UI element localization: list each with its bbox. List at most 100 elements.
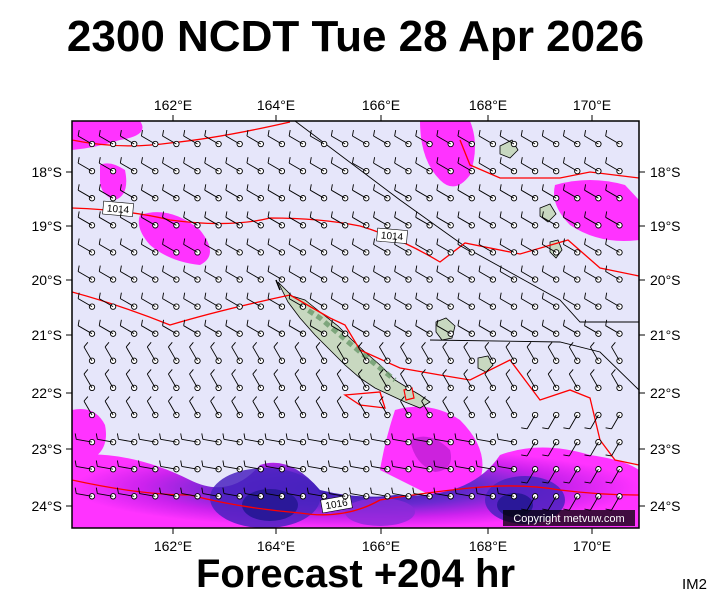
wind-barb-flag bbox=[330, 157, 333, 164]
wind-barb-shaft bbox=[434, 465, 451, 470]
wind-barb-flag bbox=[336, 342, 342, 348]
wind-barb-flag bbox=[141, 184, 143, 191]
wind-barb-flag bbox=[394, 319, 397, 326]
wind-barb-shaft bbox=[204, 271, 219, 280]
lon-label: 170°E bbox=[573, 538, 611, 554]
wind-barb-shaft bbox=[457, 298, 473, 307]
wind-barb-shaft bbox=[373, 216, 388, 226]
wind-barb-flag bbox=[394, 184, 397, 191]
wind-barb-flag bbox=[415, 211, 418, 218]
wind-barb-shaft bbox=[189, 346, 198, 362]
wind-barb-shaft bbox=[373, 325, 388, 335]
wind-barb-shaft bbox=[568, 373, 578, 389]
wind-barb-shaft bbox=[267, 298, 283, 307]
wind-barb-flag bbox=[95, 433, 98, 440]
wind-barb-flag bbox=[457, 211, 460, 218]
wind-barb-flag bbox=[119, 319, 122, 326]
wind-barb-shaft bbox=[563, 135, 578, 145]
wind-barb-shaft bbox=[77, 162, 93, 172]
wind-barb-shaft bbox=[225, 189, 240, 199]
wind-barb-shaft bbox=[568, 496, 578, 511]
lat-label: 23°S bbox=[650, 441, 681, 457]
wind-barb-flag bbox=[309, 265, 312, 272]
wind-barb-shaft bbox=[288, 216, 304, 226]
wind-barb-shaft bbox=[521, 271, 536, 280]
wind-barb-shaft bbox=[252, 373, 262, 389]
wind-barb-flag bbox=[605, 211, 608, 218]
wind-barb-shaft bbox=[97, 493, 114, 497]
wind-barb-shaft bbox=[329, 493, 346, 497]
wind-barb-flag bbox=[141, 130, 143, 137]
wind-barb-flag bbox=[484, 342, 490, 348]
wind-barb-flag bbox=[309, 130, 312, 137]
wind-barb-shaft bbox=[97, 438, 114, 443]
wind-barb-shaft bbox=[478, 216, 494, 226]
wind-barb-shaft bbox=[605, 298, 620, 307]
wind-barb-shaft bbox=[394, 135, 409, 145]
wind-barb-flag bbox=[285, 433, 288, 440]
wind-barb-flag bbox=[499, 319, 502, 326]
wind-barb-flag bbox=[204, 184, 207, 191]
lon-label: 164°E bbox=[257, 97, 295, 113]
wind-barb-flag bbox=[204, 238, 207, 245]
wind-barb-shaft bbox=[605, 189, 620, 199]
wind-barb-shaft bbox=[139, 493, 156, 497]
wind-barb-shaft bbox=[141, 298, 156, 307]
wind-barb-station bbox=[109, 167, 117, 175]
wind-barb-shaft bbox=[526, 346, 536, 362]
wind-barb-shaft bbox=[246, 244, 262, 253]
wind-barb-shaft bbox=[584, 325, 599, 335]
wind-barb-flag bbox=[379, 342, 384, 348]
wind-barb-flag bbox=[478, 130, 481, 137]
wind-barb-flag bbox=[119, 265, 122, 272]
wind-barb-flag bbox=[225, 130, 228, 137]
wind-barb-shaft bbox=[288, 271, 304, 280]
map-title: 2300 NCDT Tue 28 Apr 2026 bbox=[66, 12, 645, 61]
wind-barb-flag bbox=[141, 319, 143, 326]
wind-barb-flag bbox=[457, 292, 460, 299]
wind-barb-flag bbox=[330, 211, 333, 218]
wind-barb-flag bbox=[436, 157, 439, 164]
wind-barb-flag bbox=[463, 342, 469, 348]
wind-barb-shaft bbox=[611, 373, 620, 389]
wind-barb-flag bbox=[77, 265, 80, 272]
wind-barb-flag bbox=[584, 265, 587, 272]
wind-barb-flag bbox=[125, 369, 131, 375]
wind-barb-shaft bbox=[352, 271, 367, 280]
wind-barb-flag bbox=[246, 157, 249, 164]
wind-barb-shaft bbox=[99, 216, 114, 226]
wind-barb-flag bbox=[611, 342, 616, 348]
wind-barb-flag bbox=[605, 481, 612, 484]
wind-barb-flag bbox=[520, 211, 523, 218]
wind-barb-shaft bbox=[204, 189, 219, 199]
wind-barb-shaft bbox=[563, 298, 578, 307]
wind-barb-flag bbox=[584, 130, 587, 137]
wind-barb-shaft bbox=[415, 244, 430, 253]
wind-barb-flag bbox=[541, 265, 544, 272]
wind-barb-flag bbox=[352, 211, 354, 218]
wind-barb-flag bbox=[189, 342, 194, 348]
tick-marks bbox=[66, 115, 645, 534]
wind-barb-flag bbox=[222, 433, 225, 440]
wind-barb-shaft bbox=[202, 438, 219, 443]
wind-barb-flag bbox=[146, 342, 152, 348]
wind-barb-shaft bbox=[310, 271, 325, 280]
wind-barb-shaft bbox=[457, 216, 473, 226]
wind-barb-shaft bbox=[484, 346, 494, 362]
wind-barb-shaft bbox=[244, 493, 261, 497]
forecast-label: Forecast +204 hr bbox=[195, 552, 516, 596]
wind-barb-station bbox=[109, 411, 117, 419]
wind-barb-flag bbox=[605, 508, 612, 511]
wind-barb-shaft bbox=[331, 298, 346, 307]
wind-barb-shaft bbox=[225, 271, 240, 280]
wind-barb-flag bbox=[288, 130, 291, 137]
wind-barb-shaft bbox=[146, 400, 156, 416]
wind-barb-flag bbox=[77, 184, 80, 191]
wind-barb-shaft bbox=[436, 244, 451, 253]
wind-barb-shaft bbox=[357, 400, 367, 416]
wind-barb-flag bbox=[391, 487, 394, 494]
wind-barb-flag bbox=[499, 157, 502, 164]
wind-barb-shaft bbox=[478, 298, 494, 307]
wind-barb-flag bbox=[454, 433, 457, 440]
wind-barb-flag bbox=[352, 292, 354, 299]
